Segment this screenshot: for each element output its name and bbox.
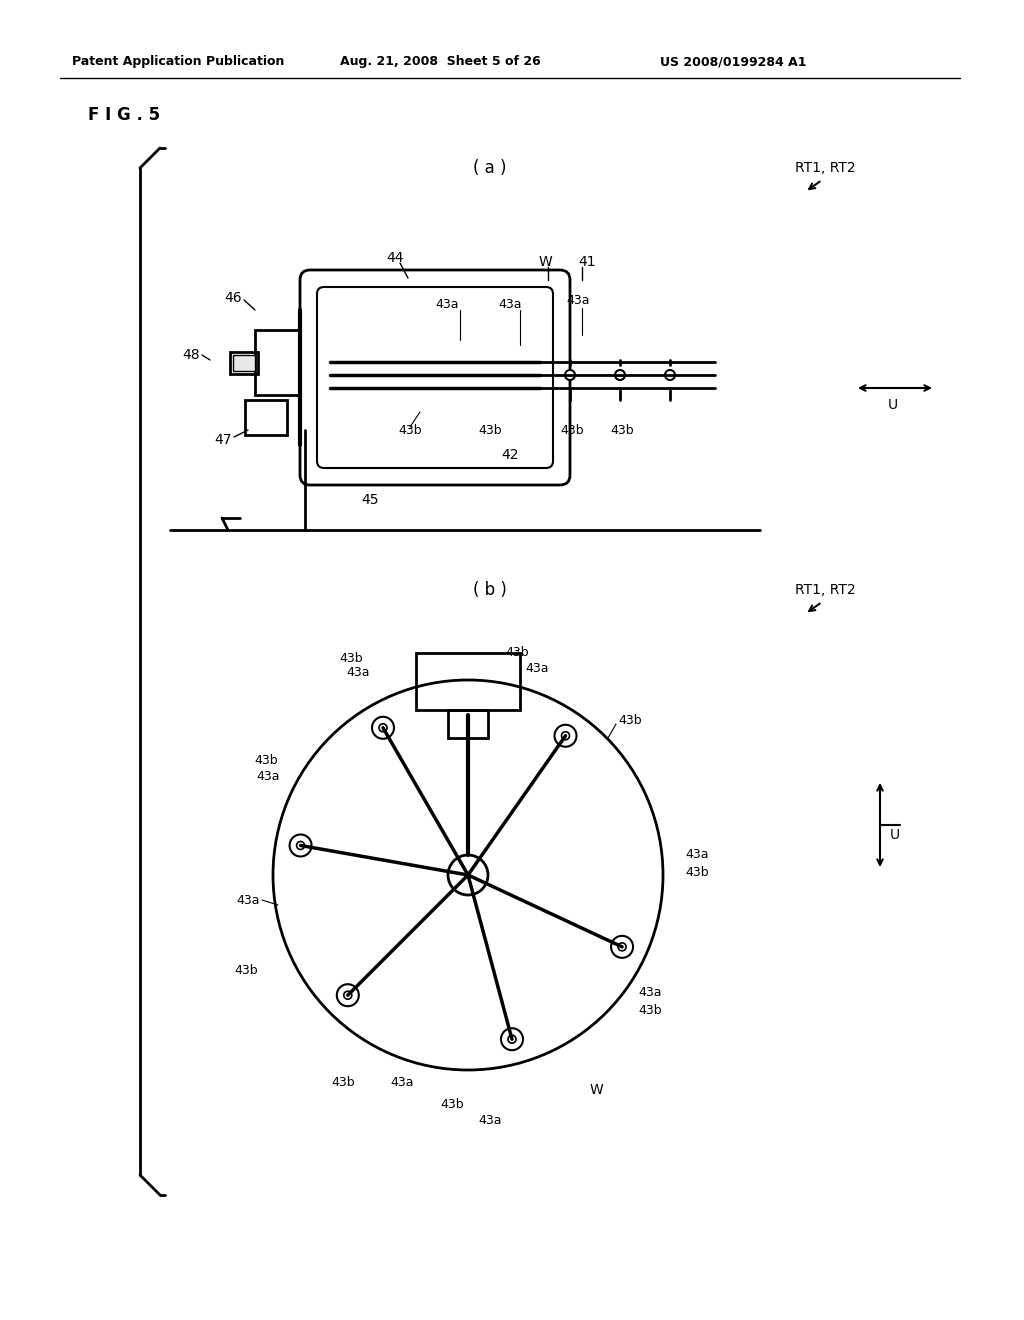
Text: 42: 42 — [502, 447, 519, 462]
Text: 48: 48 — [182, 348, 200, 362]
Text: 43b: 43b — [618, 714, 642, 726]
Text: 43a: 43a — [256, 770, 280, 783]
Text: ( a ): ( a ) — [473, 158, 507, 177]
Circle shape — [561, 731, 569, 739]
Text: ( b ): ( b ) — [473, 581, 507, 599]
Circle shape — [565, 370, 575, 380]
Text: 45: 45 — [361, 492, 379, 507]
Text: 43a: 43a — [525, 661, 549, 675]
Text: 43a: 43a — [237, 894, 260, 907]
Text: 47: 47 — [214, 433, 232, 447]
Text: 43b: 43b — [398, 424, 422, 437]
Text: 43b: 43b — [478, 424, 502, 437]
Text: U: U — [890, 828, 900, 842]
Text: 43b: 43b — [685, 866, 709, 879]
Text: 43b: 43b — [610, 424, 634, 437]
Text: 43b: 43b — [332, 1077, 355, 1089]
Text: 43b: 43b — [254, 754, 278, 767]
Text: 41: 41 — [578, 255, 596, 269]
Bar — [255, 330, 300, 395]
FancyBboxPatch shape — [317, 286, 553, 469]
Text: 43a: 43a — [685, 849, 709, 862]
Text: U: U — [888, 399, 898, 412]
Text: Patent Application Publication: Patent Application Publication — [72, 55, 285, 69]
Bar — [233, 355, 255, 371]
Bar — [449, 710, 488, 738]
Text: Aug. 21, 2008  Sheet 5 of 26: Aug. 21, 2008 Sheet 5 of 26 — [340, 55, 541, 69]
Circle shape — [555, 725, 577, 747]
Circle shape — [344, 991, 352, 999]
Text: W: W — [539, 255, 552, 269]
Text: 43a: 43a — [566, 293, 590, 306]
Text: RT1, RT2: RT1, RT2 — [795, 583, 856, 597]
Text: 43b: 43b — [505, 647, 528, 660]
Circle shape — [372, 717, 394, 739]
Text: 43a: 43a — [435, 298, 459, 312]
FancyBboxPatch shape — [300, 271, 570, 484]
Bar — [230, 352, 258, 374]
Text: 44: 44 — [386, 251, 403, 265]
Circle shape — [508, 1035, 516, 1043]
Text: 46: 46 — [224, 290, 242, 305]
Text: US 2008/0199284 A1: US 2008/0199284 A1 — [660, 55, 807, 69]
Circle shape — [290, 834, 311, 857]
Circle shape — [273, 680, 663, 1071]
Circle shape — [665, 370, 675, 380]
Text: 43a: 43a — [638, 986, 662, 999]
Circle shape — [615, 370, 625, 380]
Circle shape — [449, 855, 488, 895]
Bar — [245, 400, 287, 436]
Text: 43b: 43b — [339, 652, 362, 664]
Circle shape — [379, 723, 387, 731]
Text: 43a: 43a — [346, 667, 370, 680]
Circle shape — [611, 936, 633, 958]
Circle shape — [501, 1028, 523, 1051]
Text: 43b: 43b — [560, 424, 584, 437]
Bar — [416, 653, 520, 710]
Text: 43b: 43b — [440, 1098, 464, 1111]
Text: 43b: 43b — [234, 964, 258, 977]
Text: 43a: 43a — [478, 1114, 502, 1126]
Circle shape — [337, 985, 358, 1006]
Text: W: W — [590, 1082, 604, 1097]
Text: 43b: 43b — [638, 1003, 662, 1016]
Text: F I G . 5: F I G . 5 — [88, 106, 160, 124]
Text: 43a: 43a — [390, 1077, 414, 1089]
Text: RT1, RT2: RT1, RT2 — [795, 161, 856, 176]
Circle shape — [618, 942, 626, 950]
Circle shape — [297, 841, 304, 850]
Text: 43a: 43a — [499, 298, 522, 312]
